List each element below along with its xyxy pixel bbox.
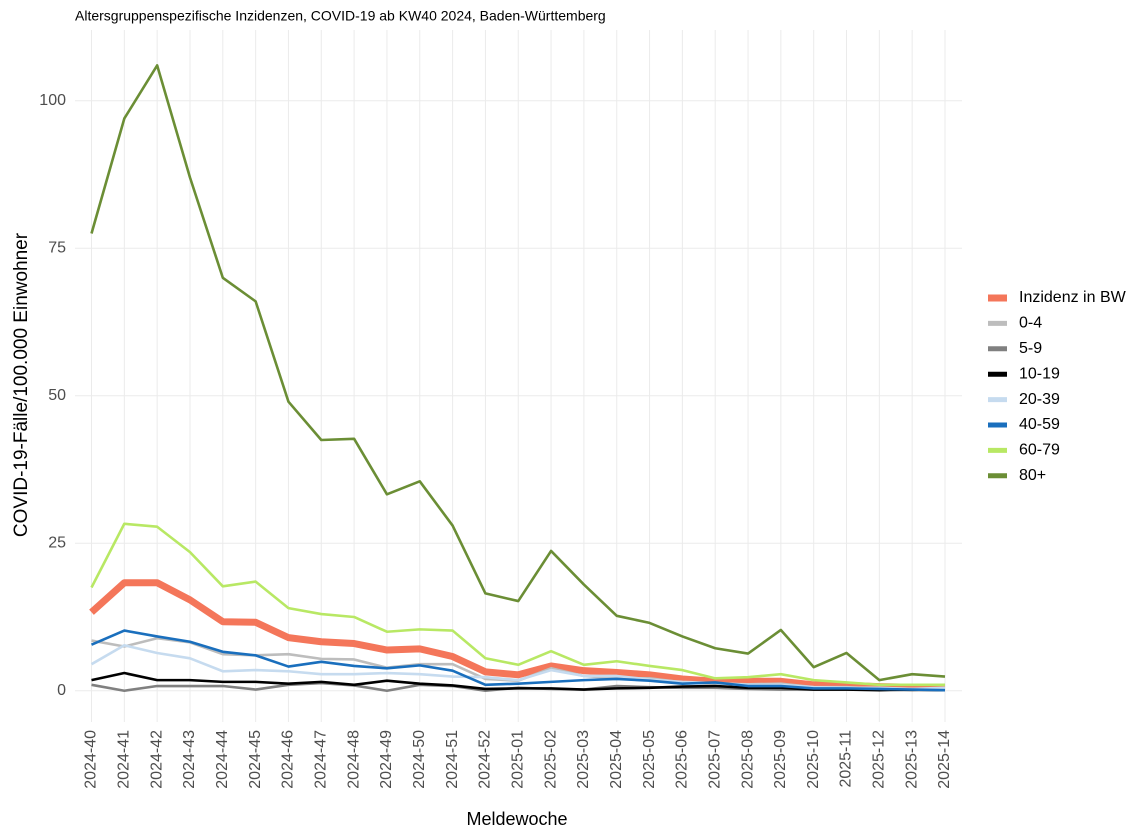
legend-label: 80+ <box>1019 467 1046 484</box>
x-tick-label: 2024-51 <box>444 730 461 789</box>
x-tick-label: 2024-42 <box>148 730 165 789</box>
x-tick-label: 2024-49 <box>378 730 395 789</box>
legend-label: 40-59 <box>1019 416 1060 433</box>
x-tick-label: 2025-05 <box>641 730 658 789</box>
x-tick-label: 2025-04 <box>608 730 625 789</box>
y-tick-label: 75 <box>48 239 66 256</box>
x-tick-label: 2025-01 <box>509 730 526 789</box>
x-tick-label: 2025-08 <box>739 730 756 789</box>
y-axis-title: COVID-19-Fälle/100.000 Einwohner <box>11 232 32 537</box>
series-line <box>89 579 946 692</box>
legend-label: 0-4 <box>1019 315 1042 332</box>
x-tick-label: 2024-50 <box>411 730 428 789</box>
series-line <box>91 671 946 692</box>
chart-title: Altersgruppenspezifische Inzidenzen, COV… <box>75 8 606 24</box>
legend-label: Inzidenz in BW <box>1019 289 1127 306</box>
x-tick-label: 2025-13 <box>903 730 920 789</box>
x-tick-label: 2024-43 <box>181 730 198 789</box>
x-tick-label: 2025-07 <box>706 730 723 789</box>
y-tick-label: 100 <box>39 92 66 109</box>
y-tick-label: 50 <box>48 387 66 404</box>
legend-label: 20-39 <box>1019 391 1060 408</box>
x-tick-label: 2025-10 <box>805 730 822 789</box>
x-tick-label: 2024-47 <box>313 730 330 789</box>
x-tick-label: 2025-06 <box>674 730 691 789</box>
x-tick-label: 2025-11 <box>838 730 855 788</box>
legend-label: 5-9 <box>1019 340 1042 357</box>
x-tick-label: 2024-40 <box>83 730 100 789</box>
y-tick-label: 0 <box>57 682 66 699</box>
series-line <box>90 522 945 687</box>
x-tick-label: 2025-09 <box>772 730 789 789</box>
x-tick-label: 2024-52 <box>477 730 494 789</box>
legend-label: 60-79 <box>1019 442 1060 459</box>
x-tick-label: 2025-14 <box>936 730 953 789</box>
x-tick-label: 2025-02 <box>542 730 559 789</box>
series-line <box>90 629 946 692</box>
x-tick-label: 2024-41 <box>116 730 133 789</box>
x-tick-label: 2025-03 <box>575 730 592 789</box>
legend-label: 10-19 <box>1019 365 1060 382</box>
y-tick-label: 25 <box>48 534 66 551</box>
x-tick-label: 2024-48 <box>345 730 362 789</box>
series-line <box>90 64 946 682</box>
x-axis-title: Meldewoche <box>466 809 567 829</box>
x-tick-label: 2024-46 <box>280 730 297 789</box>
x-tick-label: 2025-12 <box>871 730 888 789</box>
x-tick-label: 2024-44 <box>214 730 231 789</box>
x-tick-label: 2024-45 <box>247 730 264 789</box>
